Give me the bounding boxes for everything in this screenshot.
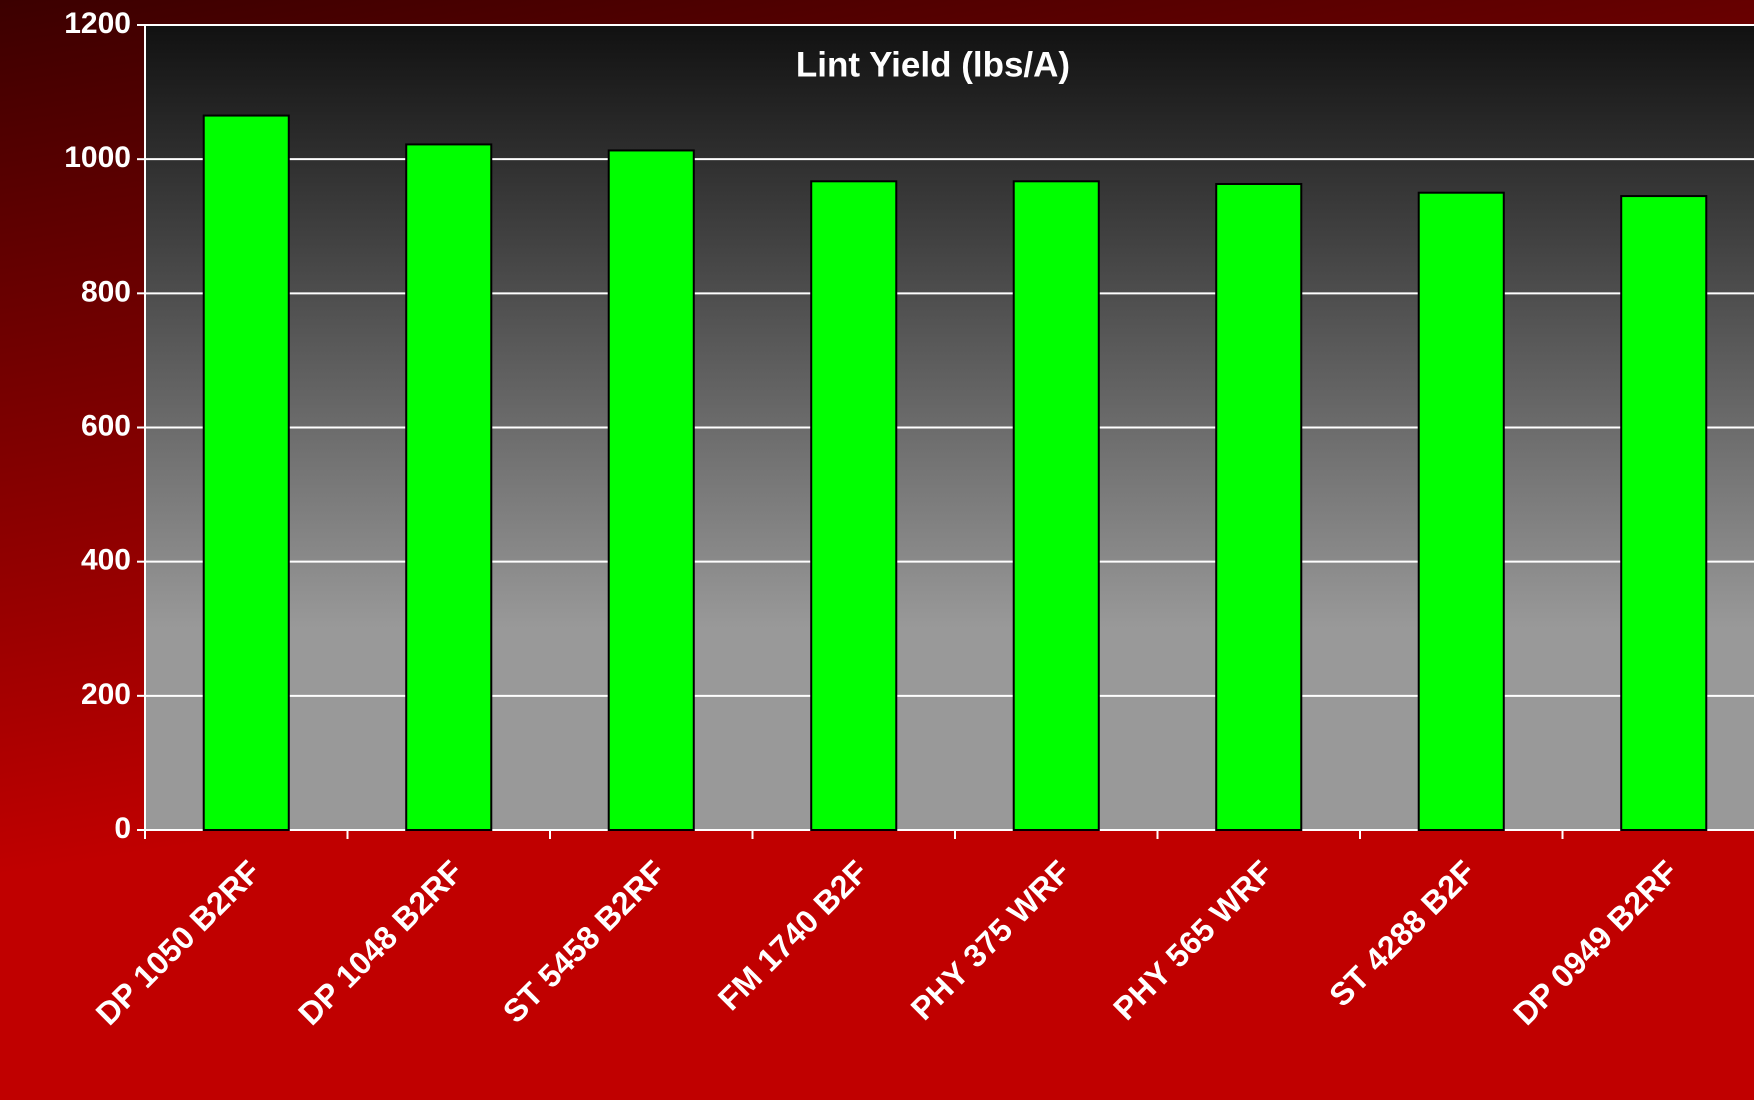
- bar: [1620, 195, 1708, 831]
- y-tick-label: 200: [81, 678, 131, 711]
- y-tick-label: 400: [81, 544, 131, 577]
- bar: [405, 143, 493, 832]
- bar: [810, 180, 898, 832]
- y-tick-label: 1200: [64, 7, 131, 40]
- chart-title: Lint Yield (lbs/A): [796, 45, 1070, 84]
- bar: [607, 149, 695, 831]
- y-tick-label: 600: [81, 409, 131, 442]
- bar: [202, 114, 290, 831]
- bar: [1012, 180, 1100, 832]
- bar: [1417, 191, 1505, 832]
- y-tick-label: 0: [114, 812, 131, 845]
- bar: [1215, 182, 1303, 832]
- y-tick-label: 800: [81, 275, 131, 308]
- y-tick-label: 1000: [64, 141, 131, 174]
